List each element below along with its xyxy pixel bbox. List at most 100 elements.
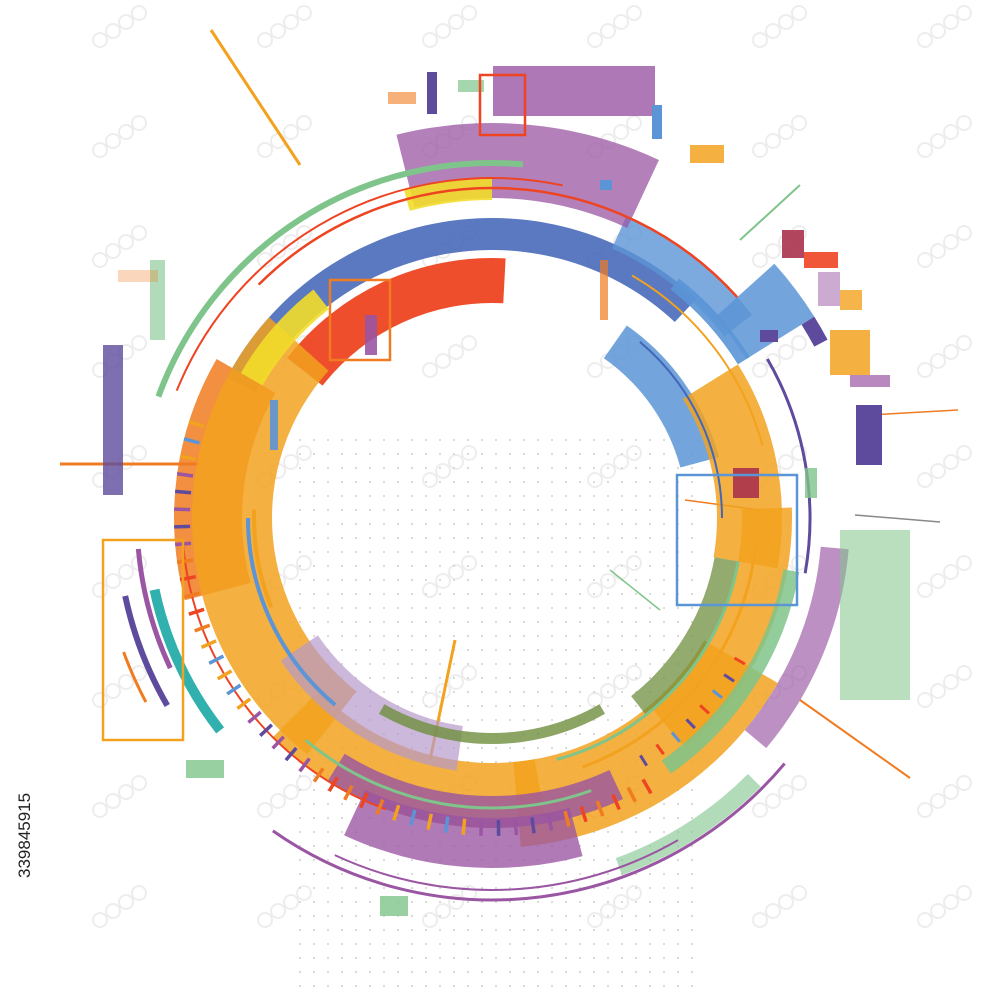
grid-dot (593, 691, 595, 693)
grid-dot (635, 929, 637, 931)
grid-dot (607, 579, 609, 581)
grid-dot (579, 439, 581, 441)
grid-dot (369, 873, 371, 875)
grid-dot (621, 677, 623, 679)
grid-dot (607, 929, 609, 931)
grid-dot (663, 439, 665, 441)
grid-dot (621, 523, 623, 525)
ray-line (209, 29, 302, 166)
watermark-ring (131, 5, 147, 21)
grid-dot (355, 537, 357, 539)
grid-dot (607, 971, 609, 973)
grid-dot (551, 621, 553, 623)
grid-dot (537, 943, 539, 945)
deco-rect (388, 92, 416, 104)
grid-dot (621, 593, 623, 595)
grid-dot (369, 621, 371, 623)
grid-dot (509, 579, 511, 581)
arc-stroke (182, 544, 387, 811)
grid-dot (327, 621, 329, 623)
grid-dot (313, 803, 315, 805)
grid-dot (621, 901, 623, 903)
outline-bracket (675, 473, 799, 607)
grid-dot (579, 453, 581, 455)
grid-dot (481, 495, 483, 497)
grid-dot (397, 929, 399, 931)
grid-dot (481, 509, 483, 511)
grid-dot (649, 453, 651, 455)
grid-dot (425, 705, 427, 707)
grid-dot (327, 831, 329, 833)
grid-dot (635, 705, 637, 707)
watermark-ring (296, 5, 312, 21)
stock-id-label: 339845915 (15, 793, 34, 878)
grid-dot (509, 551, 511, 553)
deco-rect (804, 252, 838, 268)
watermark-ring (448, 894, 464, 910)
grid-dot (523, 957, 525, 959)
grid-dot (551, 901, 553, 903)
grid-dot (495, 915, 497, 917)
grid-dot (509, 621, 511, 623)
watermark-ring (296, 885, 312, 901)
grid-dot (467, 565, 469, 567)
grid-dot (453, 873, 455, 875)
grid-dot (663, 481, 665, 483)
grid-dot (495, 593, 497, 595)
grid-dot (565, 453, 567, 455)
tick-mark (530, 817, 536, 834)
grid-dot (341, 915, 343, 917)
grid-dot (467, 943, 469, 945)
grid-dot (649, 915, 651, 917)
grid-dot (649, 649, 651, 651)
tick-mark (247, 710, 262, 724)
tick-mark (284, 746, 298, 762)
watermark-ring (930, 573, 946, 589)
watermark-ring (917, 472, 933, 488)
grid-dot (551, 719, 553, 721)
grid-dot (495, 453, 497, 455)
ray-line (739, 184, 801, 241)
grid-dot (551, 663, 553, 665)
grid-dot (691, 495, 693, 497)
watermark-ring (105, 793, 121, 809)
grid-dot (299, 859, 301, 861)
grid-dot (551, 467, 553, 469)
grid-dot (579, 649, 581, 651)
grid-dot (467, 593, 469, 595)
arc-band (280, 635, 463, 771)
grid-dot (565, 537, 567, 539)
grid-dot (523, 649, 525, 651)
tick-mark (208, 654, 225, 665)
grid-dot (523, 705, 525, 707)
grid-dot (383, 887, 385, 889)
grid-dot (299, 467, 301, 469)
grid-dot (509, 439, 511, 441)
grid-dot (607, 677, 609, 679)
grid-dot (635, 985, 637, 987)
grid-dot (593, 873, 595, 875)
grid-dot (621, 929, 623, 931)
arc-band (404, 178, 492, 211)
watermark-ring (448, 454, 464, 470)
grid-dot (579, 607, 581, 609)
grid-dot (579, 635, 581, 637)
watermark-ring (956, 5, 972, 21)
grid-dot (313, 873, 315, 875)
grid-dot (313, 929, 315, 931)
grid-dot (551, 971, 553, 973)
grid-dot (299, 621, 301, 623)
outline-bracket (101, 538, 185, 742)
watermark-ring (613, 564, 629, 580)
grid-dot (299, 509, 301, 511)
grid-dot (467, 971, 469, 973)
grid-dot (425, 691, 427, 693)
grid-dot (663, 803, 665, 805)
grid-dot (523, 873, 525, 875)
grid-dot (313, 971, 315, 973)
watermark-ring (943, 564, 959, 580)
watermark-ring (461, 445, 477, 461)
tick-mark (375, 798, 385, 816)
grid-dot (607, 481, 609, 483)
watermark-ring (917, 582, 933, 598)
